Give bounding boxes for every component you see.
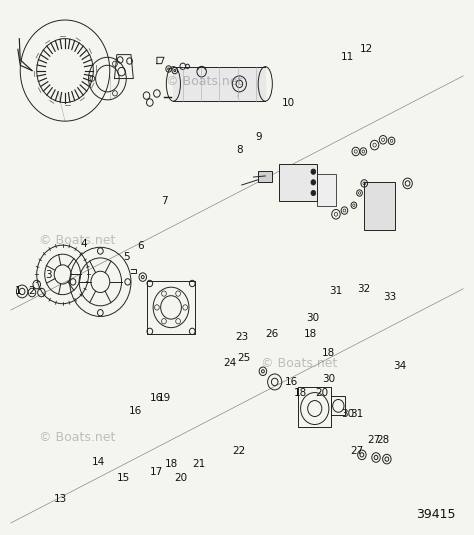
Text: 6: 6	[137, 241, 144, 251]
Text: © Boats.net: © Boats.net	[261, 357, 337, 370]
Text: 14: 14	[91, 457, 105, 467]
Text: 18: 18	[164, 460, 178, 469]
Text: 20: 20	[315, 387, 328, 398]
Text: 16: 16	[129, 406, 142, 416]
Text: 32: 32	[357, 284, 371, 294]
Text: 3: 3	[45, 271, 52, 280]
Text: 30: 30	[341, 409, 354, 419]
Text: 34: 34	[393, 361, 406, 371]
Bar	[331, 396, 346, 416]
Text: 31: 31	[351, 409, 364, 419]
Text: 26: 26	[266, 329, 279, 339]
Text: 4: 4	[81, 239, 87, 249]
Text: 27: 27	[351, 446, 364, 456]
Text: 10: 10	[283, 97, 295, 108]
Text: 15: 15	[117, 473, 130, 483]
Bar	[258, 171, 273, 182]
FancyBboxPatch shape	[279, 164, 317, 201]
Text: 33: 33	[383, 292, 397, 302]
Text: 16: 16	[150, 393, 164, 403]
Text: 1: 1	[15, 286, 21, 296]
Text: 18: 18	[294, 387, 307, 398]
Text: 39415: 39415	[416, 508, 456, 522]
Text: 21: 21	[192, 460, 206, 469]
Text: 25: 25	[237, 353, 251, 363]
Text: 7: 7	[161, 196, 167, 206]
Text: 9: 9	[255, 132, 262, 142]
Text: 27: 27	[367, 435, 380, 446]
Text: 8: 8	[236, 146, 243, 155]
Text: 18: 18	[322, 348, 336, 358]
Circle shape	[311, 180, 316, 185]
Text: 2: 2	[29, 286, 36, 296]
Text: © Boats.net: © Boats.net	[39, 431, 116, 444]
Bar	[317, 174, 336, 207]
Text: 19: 19	[157, 393, 171, 403]
Text: 5: 5	[123, 252, 129, 262]
Text: 23: 23	[235, 332, 248, 342]
Text: 16: 16	[284, 377, 298, 387]
Text: 20: 20	[174, 473, 187, 483]
Text: 31: 31	[329, 286, 343, 296]
Text: 28: 28	[376, 435, 390, 446]
Text: 12: 12	[360, 44, 373, 54]
FancyBboxPatch shape	[364, 182, 395, 230]
Text: 18: 18	[303, 329, 317, 339]
Text: © Boats.net: © Boats.net	[39, 234, 116, 247]
Text: 22: 22	[233, 446, 246, 456]
Circle shape	[311, 169, 316, 174]
Text: 30: 30	[322, 374, 336, 384]
Text: 13: 13	[54, 494, 67, 504]
Text: © Boats.net: © Boats.net	[166, 75, 243, 88]
Circle shape	[311, 190, 316, 196]
Text: 11: 11	[341, 52, 355, 62]
Text: 30: 30	[306, 313, 319, 323]
Text: 17: 17	[150, 468, 164, 477]
Text: 24: 24	[223, 358, 237, 368]
